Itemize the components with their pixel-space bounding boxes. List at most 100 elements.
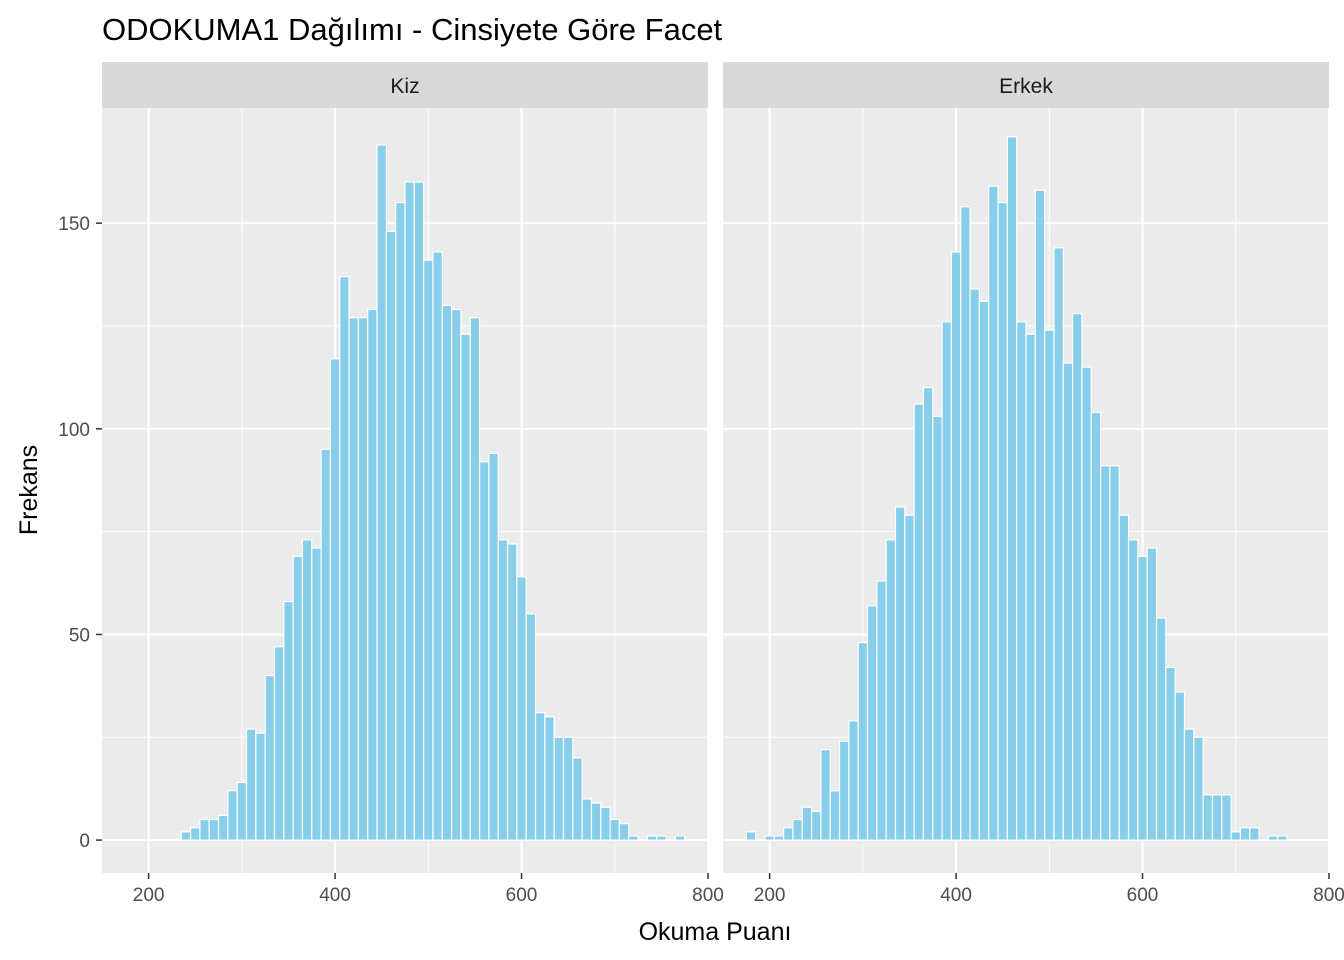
histogram-bar-erkek bbox=[960, 206, 971, 841]
histogram-bar-kiz bbox=[534, 711, 546, 841]
chart-title: ODOKUMA1 Dağılımı - Cinsiyete Göre Facet bbox=[102, 12, 723, 47]
histogram-bar-kiz bbox=[329, 358, 341, 841]
histogram-bar-erkek bbox=[1109, 465, 1120, 841]
histogram-bar-kiz bbox=[385, 230, 397, 841]
histogram-bar-erkek bbox=[1155, 617, 1167, 841]
histogram-bar-erkek bbox=[764, 835, 775, 841]
facet-bars-erkek bbox=[745, 136, 1288, 841]
histogram-bar-erkek bbox=[950, 251, 962, 841]
histogram-bar-erkek bbox=[997, 201, 1008, 841]
histogram-bar-erkek bbox=[1053, 247, 1064, 841]
histogram-bar-kiz bbox=[376, 144, 387, 841]
histogram-bar-erkek bbox=[857, 642, 869, 841]
facet-bars-kiz bbox=[180, 144, 686, 841]
histogram-bar-kiz bbox=[451, 308, 462, 841]
histogram-bar-kiz bbox=[609, 818, 621, 841]
histogram-bar-erkek bbox=[1090, 411, 1102, 841]
histogram-bar-kiz bbox=[478, 461, 490, 841]
histogram-bar-erkek bbox=[1174, 691, 1186, 841]
histogram-bar-erkek bbox=[894, 506, 906, 841]
histogram-bar-kiz bbox=[628, 835, 639, 841]
histogram-bar-kiz bbox=[544, 716, 555, 841]
histogram-bar-erkek bbox=[941, 321, 953, 841]
histogram-bar-kiz bbox=[618, 823, 630, 841]
x-tick-label: 200 bbox=[754, 885, 786, 906]
histogram-bar-erkek bbox=[838, 740, 850, 841]
histogram-bar-erkek bbox=[1239, 827, 1251, 841]
histogram-bar-erkek bbox=[978, 300, 990, 841]
y-tick-label: 100 bbox=[58, 420, 90, 441]
x-tick-label: 400 bbox=[940, 885, 972, 906]
x-axis-erkek: 200 400 600 800 bbox=[754, 873, 1344, 906]
histogram-bar-erkek bbox=[1062, 362, 1074, 841]
histogram-bar-kiz bbox=[283, 600, 294, 841]
x-axis-title: Okuma Puanı bbox=[639, 918, 792, 946]
histogram-bar-kiz bbox=[506, 543, 518, 841]
y-tick-label: 0 bbox=[79, 831, 90, 852]
histogram-bar-kiz bbox=[469, 317, 481, 841]
x-tick-label: 400 bbox=[319, 885, 351, 906]
histogram-bar-kiz bbox=[423, 259, 434, 841]
x-tick-label: 600 bbox=[506, 885, 538, 906]
histogram-bar-erkek bbox=[1016, 321, 1027, 841]
histogram-bar-erkek bbox=[1137, 555, 1148, 841]
histogram-bar-kiz bbox=[208, 818, 220, 841]
histogram-bar-erkek bbox=[1006, 136, 1018, 841]
histogram-bar-erkek bbox=[773, 835, 785, 841]
facet-strip-kiz bbox=[102, 62, 708, 108]
histogram-bar-kiz bbox=[357, 317, 369, 841]
histogram-bar-kiz bbox=[255, 732, 266, 841]
histogram-bar-erkek bbox=[1072, 313, 1083, 841]
histogram-bar-erkek bbox=[1230, 831, 1242, 841]
histogram-bar-kiz bbox=[180, 831, 192, 841]
histogram-bar-erkek bbox=[1277, 835, 1288, 841]
histogram-bar-erkek bbox=[969, 288, 980, 841]
histogram-bar-erkek bbox=[885, 539, 897, 841]
histogram-bar-erkek bbox=[820, 749, 831, 841]
histogram-bar-erkek bbox=[745, 831, 757, 841]
y-axis-title: Frekans bbox=[15, 445, 43, 535]
x-axis-kiz: 200 400 600 800 bbox=[133, 873, 724, 906]
histogram-bar-erkek bbox=[1044, 329, 1055, 841]
x-tick-label: 200 bbox=[133, 885, 165, 906]
histogram-bar-kiz bbox=[367, 308, 378, 841]
histogram-bar-kiz bbox=[339, 276, 350, 841]
histogram-bar-erkek bbox=[876, 580, 887, 841]
histogram-bar-kiz bbox=[674, 835, 686, 841]
histogram-bar-kiz bbox=[301, 539, 313, 841]
histogram-bar-erkek bbox=[913, 403, 925, 841]
histogram-bar-kiz bbox=[656, 835, 667, 841]
histogram-bar-erkek bbox=[1249, 827, 1260, 841]
histogram-bar-kiz bbox=[646, 835, 658, 841]
histogram-bar-erkek bbox=[932, 415, 943, 841]
histogram-bar-erkek bbox=[792, 818, 803, 841]
histogram-bar-erkek bbox=[1165, 666, 1176, 841]
histogram-bar-kiz bbox=[590, 802, 602, 841]
histogram-bar-kiz bbox=[581, 798, 593, 841]
histogram-bar-kiz bbox=[600, 806, 611, 841]
histogram-bar-kiz bbox=[189, 827, 201, 841]
histogram-bar-erkek bbox=[1127, 539, 1139, 841]
x-tick-label: 600 bbox=[1127, 885, 1159, 906]
histogram-bar-erkek bbox=[1034, 189, 1046, 841]
histogram-bar-erkek bbox=[810, 810, 822, 841]
histogram-bar-erkek bbox=[1221, 794, 1232, 841]
facet-label-kiz: Kiz bbox=[390, 75, 419, 98]
y-axis: 0 50 100 150 bbox=[58, 214, 102, 852]
histogram-bar-kiz bbox=[460, 333, 471, 841]
histogram-bar-erkek bbox=[1081, 366, 1092, 841]
histogram-bar-erkek bbox=[904, 514, 915, 841]
histogram-bar-kiz bbox=[320, 448, 332, 841]
histogram-bar-erkek bbox=[782, 827, 794, 841]
histogram-bar-erkek bbox=[1099, 465, 1111, 841]
histogram-bar-erkek bbox=[922, 387, 934, 841]
histogram-bar-erkek bbox=[1202, 794, 1214, 841]
histogram-bar-kiz bbox=[553, 736, 565, 841]
histogram-bar-kiz bbox=[264, 674, 276, 841]
histogram-bar-erkek bbox=[1211, 794, 1223, 841]
histogram-bar-kiz bbox=[497, 539, 509, 841]
histogram-bar-erkek bbox=[1267, 835, 1279, 841]
histogram-bar-kiz bbox=[516, 576, 527, 841]
histogram-bar-kiz bbox=[236, 781, 248, 841]
y-tick-label: 150 bbox=[58, 214, 90, 235]
